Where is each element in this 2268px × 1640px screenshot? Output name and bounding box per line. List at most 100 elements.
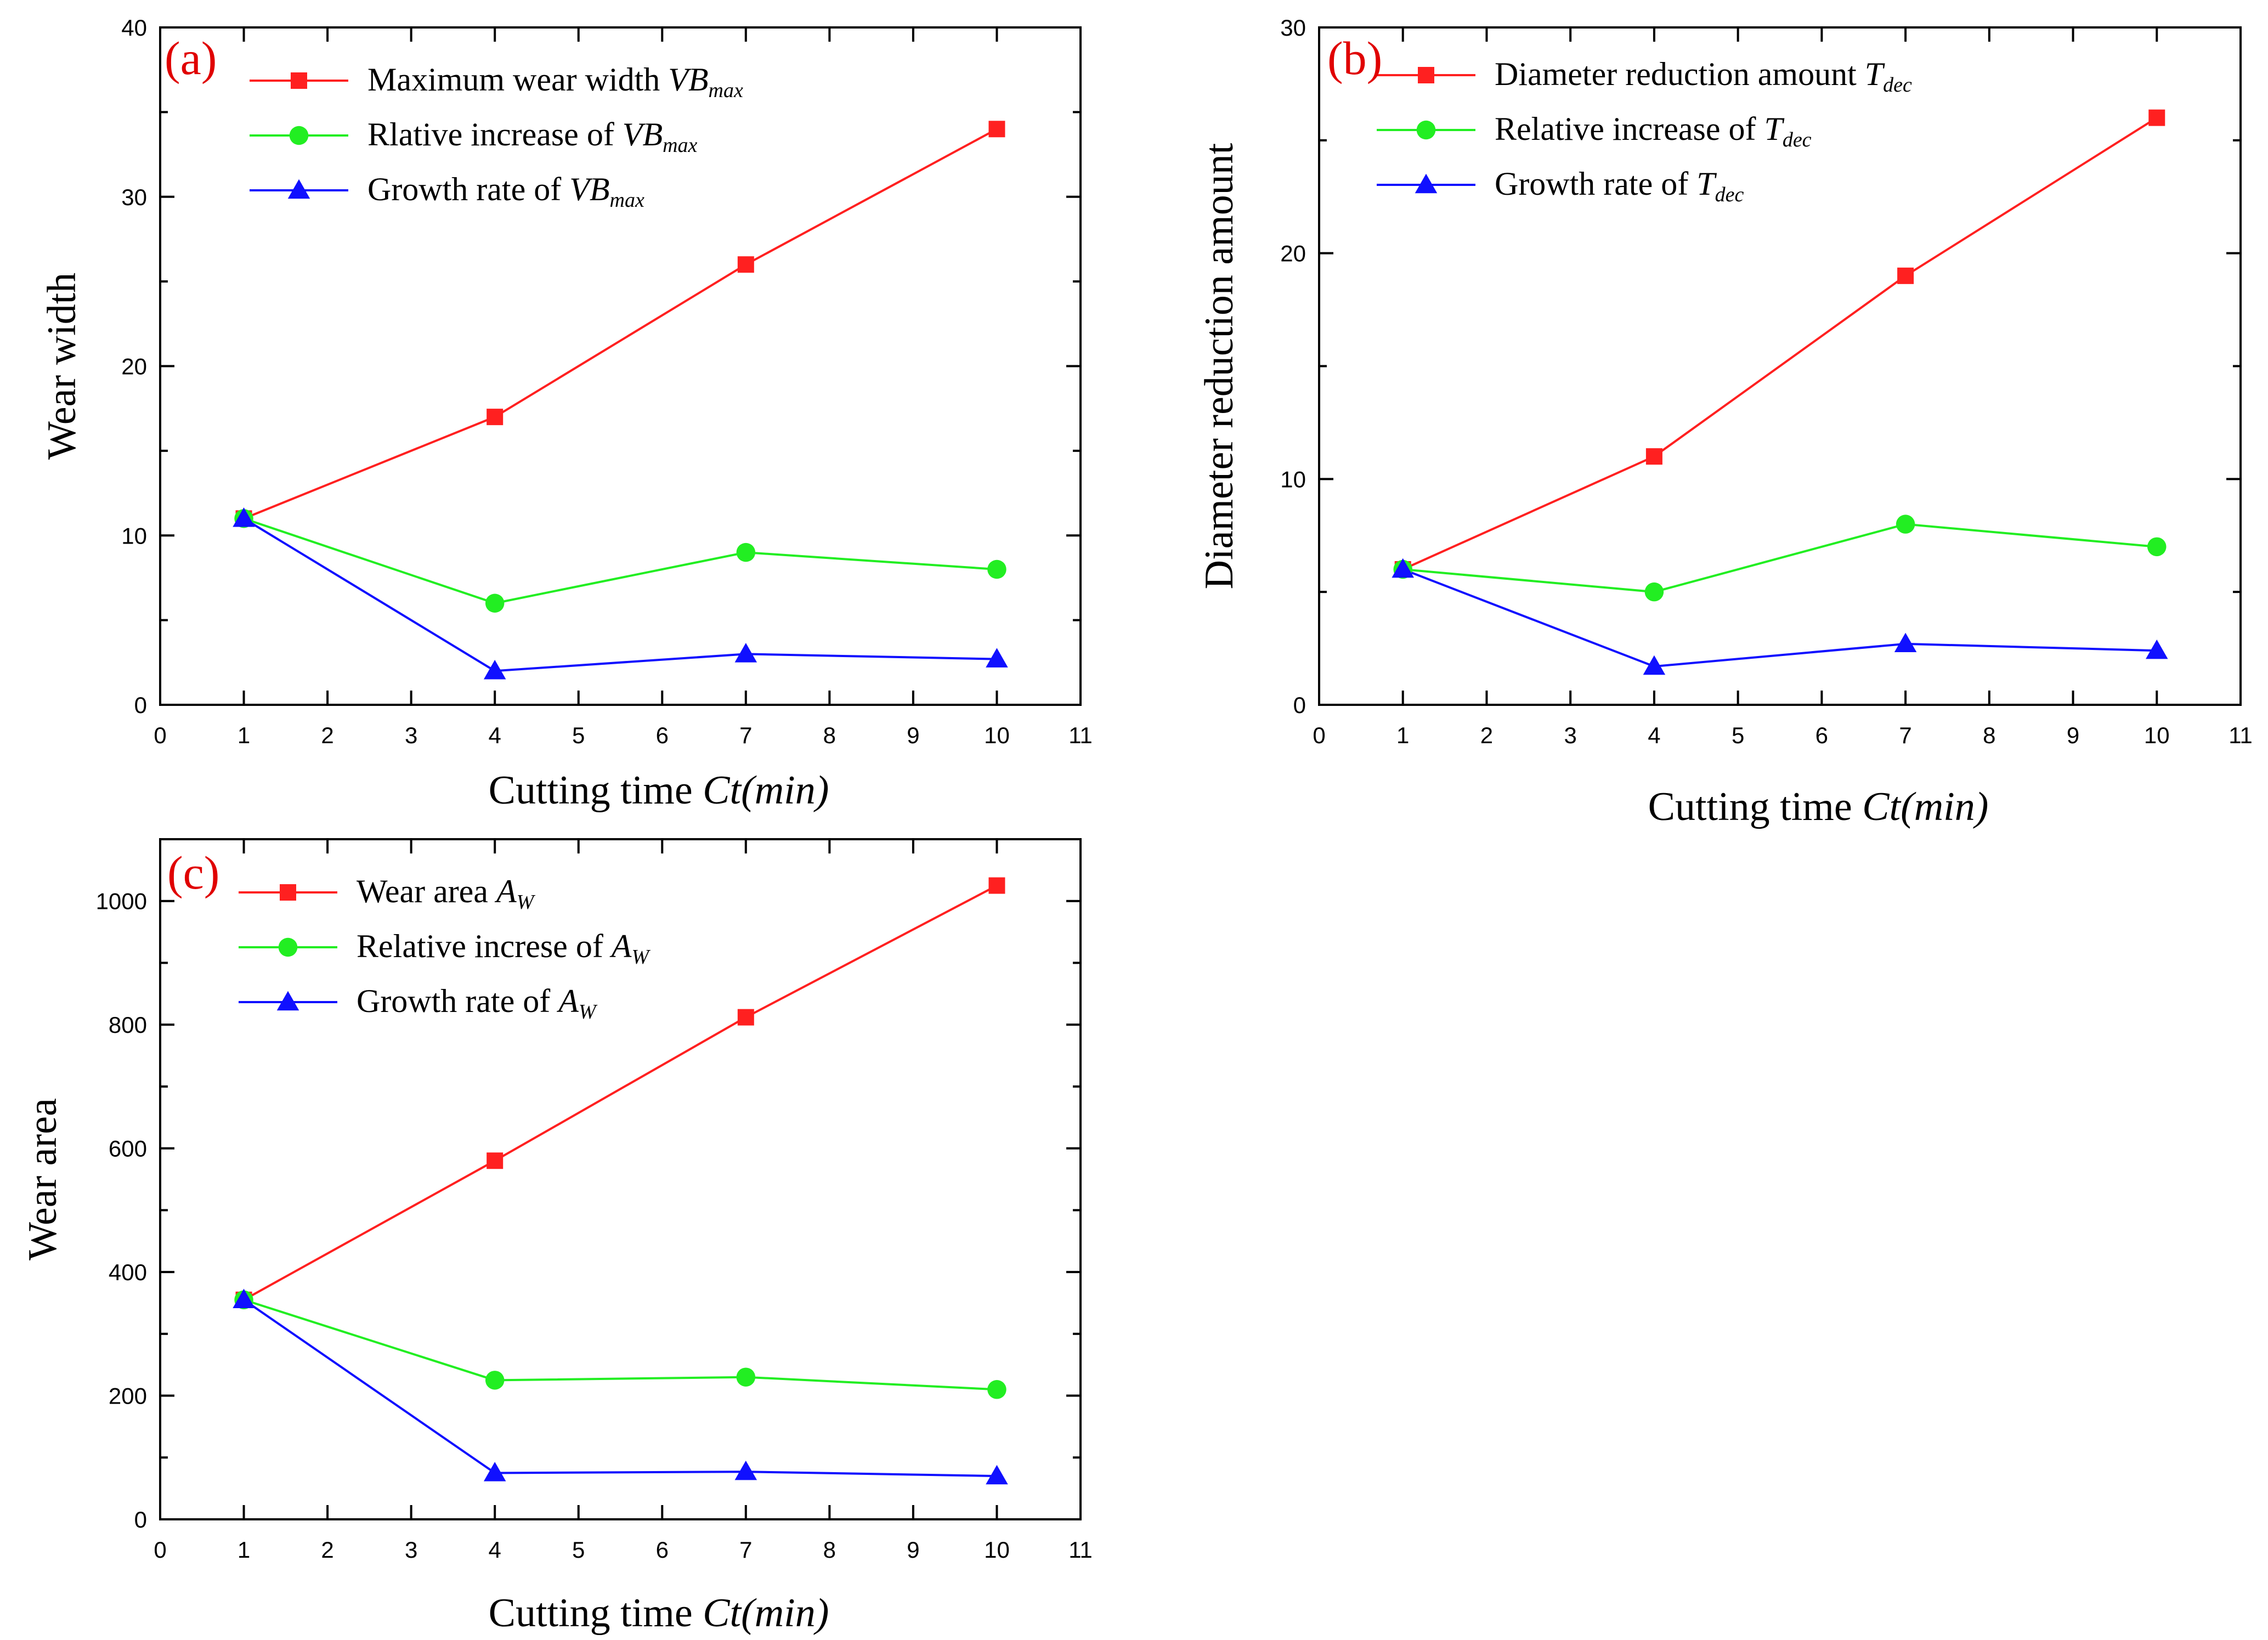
legend-marker-0 [1418,67,1434,83]
legend-symbol: T [1764,111,1784,147]
x-tick-label: 6 [656,1537,669,1563]
y-tick-label: 0 [1293,692,1306,718]
data-point-s1-2 [1896,514,1915,534]
x-tick-label: 6 [1815,722,1828,748]
chart-panel-a: 0 1 2 3 4 5 6 7 8 9 10 11 0 10 20 30 40 Cutting time Ct(m… [39,15,1093,813]
legend-marker-2 [276,991,299,1011]
x-tick-label: 3 [405,722,417,748]
legend-entry-0: Diameter reduction amount Tdec [1495,56,1912,97]
data-point-s0-1 [487,409,504,426]
x-tick-label: 5 [1732,722,1744,748]
data-point-s0-1 [487,1152,504,1169]
x-tick-label: 3 [405,1537,417,1563]
legend-entry-1: Rlative increase of VBmax [367,116,698,157]
legend-name: Growth rate of [367,171,561,207]
legend-name: Maximum wear width [367,61,660,98]
y-tick-label: 10 [1280,466,1306,492]
data-point-s2-3 [2146,639,2168,659]
data-point-s2-1 [483,1462,506,1481]
x-axis-title-text: Cutting time [489,1591,693,1636]
legend-marker-2 [287,179,310,199]
series-line-0 [243,128,998,520]
legend-subscript: dec [1783,128,1812,151]
data-point-s0-2 [1897,267,1914,284]
data-point-s2-2 [734,1460,757,1480]
x-axis-title-text: Cutting time [1648,784,1852,829]
y-tick-label: 20 [1280,241,1306,267]
data-point-s1-3 [2147,537,2167,557]
legend-subscript: W [517,891,536,914]
y-tick-label: 600 [109,1136,147,1162]
legend-symbol: A [494,873,517,909]
x-tick-label: 9 [2067,722,2079,748]
x-tick-label: 9 [907,1537,919,1563]
data-point-s2-0 [233,507,255,527]
x-tick-label: 11 [1068,722,1093,748]
x-axis-title: Cutting time Ct(min) [489,768,829,813]
legend-marker-1 [278,937,298,957]
data-point-s2-2 [734,643,757,663]
legend-name: Wear area [357,873,488,909]
x-tick-label: 5 [572,722,585,748]
y-tick-label: 30 [121,184,147,210]
x-axis-title: Cutting time Ct(min) [489,1591,829,1636]
legend-symbol: VB [668,61,708,98]
y-tick-label: 10 [121,523,147,548]
data-point-s1-3 [987,559,1006,579]
legend-name: Diameter reduction amount [1495,56,1857,92]
data-point-s1-1 [485,593,505,613]
x-tick-label: 8 [823,1537,836,1563]
x-tick-label: 7 [1899,722,1911,748]
legend-entry-1: Relative increase of Tdec [1495,111,1812,151]
x-tick-label: 5 [572,1537,585,1563]
y-tick-label: 800 [109,1012,147,1038]
y-tick-label: 0 [134,692,147,718]
series-line-2 [243,1299,997,1478]
x-tick-label: 7 [739,1537,752,1563]
y-axis-title: Wear width [39,273,84,460]
legend-subscript: dec [1715,183,1744,206]
chart-panel-b: 0 1 2 3 4 5 6 7 8 9 10 11 0 10 20 30 Cutting time Ct(min… [1197,15,2253,829]
x-tick-label: 8 [823,722,836,748]
data-point-s2-1 [483,660,506,680]
legend-marker-0 [280,884,296,901]
x-axis-title-var: Ct(min) [703,1591,829,1636]
x-axis-title-text: Cutting time [489,768,693,813]
x-tick-label: 2 [1480,722,1493,748]
data-point-s1-2 [736,542,756,562]
legend-marker-0 [291,72,307,89]
legend-marker-1 [289,126,309,145]
legend-name: Relative increase of [1495,111,1756,147]
legend-subscript: dec [1883,73,1912,97]
data-point-s0-3 [988,877,1005,894]
x-tick-label: 10 [984,1537,1010,1563]
legend-entry-1: Relative increse of AW [357,928,651,969]
y-tick-label: 400 [109,1259,147,1285]
data-point-s2-1 [1643,655,1666,675]
data-point-s2-0 [233,1288,255,1309]
x-tick-label: 11 [2229,722,2253,748]
y-tick-label: 200 [109,1383,147,1409]
series-line-1 [243,1298,997,1391]
data-point-s1-1 [485,1371,505,1390]
x-tick-label: 3 [1564,722,1577,748]
legend-symbol: T [1696,166,1717,202]
y-axis-title: Wear area [20,1098,65,1260]
legend-subscript: max [663,134,697,157]
x-axis-title-var: Ct(min) [1862,784,1988,829]
legend-entry-2: Growth rate of AW [357,983,598,1023]
data-point-s2-2 [1894,632,1917,653]
legend-marker-1 [1416,120,1436,140]
x-tick-label: 10 [984,722,1010,748]
x-tick-label: 1 [237,1537,250,1563]
legend-name: Rlative increase of [367,116,614,152]
x-tick-label: 8 [1983,722,1995,748]
legend-entry-2: Growth rate of VBmax [367,171,644,212]
legend-marker-2 [1415,173,1438,194]
x-tick-label: 9 [907,722,919,748]
x-tick-label: 1 [237,722,250,748]
y-tick-label: 40 [121,15,147,41]
data-point-s0-3 [988,121,1005,138]
legend-entry-0: Wear area AW [357,873,536,914]
x-tick-label: 1 [1396,722,1409,748]
